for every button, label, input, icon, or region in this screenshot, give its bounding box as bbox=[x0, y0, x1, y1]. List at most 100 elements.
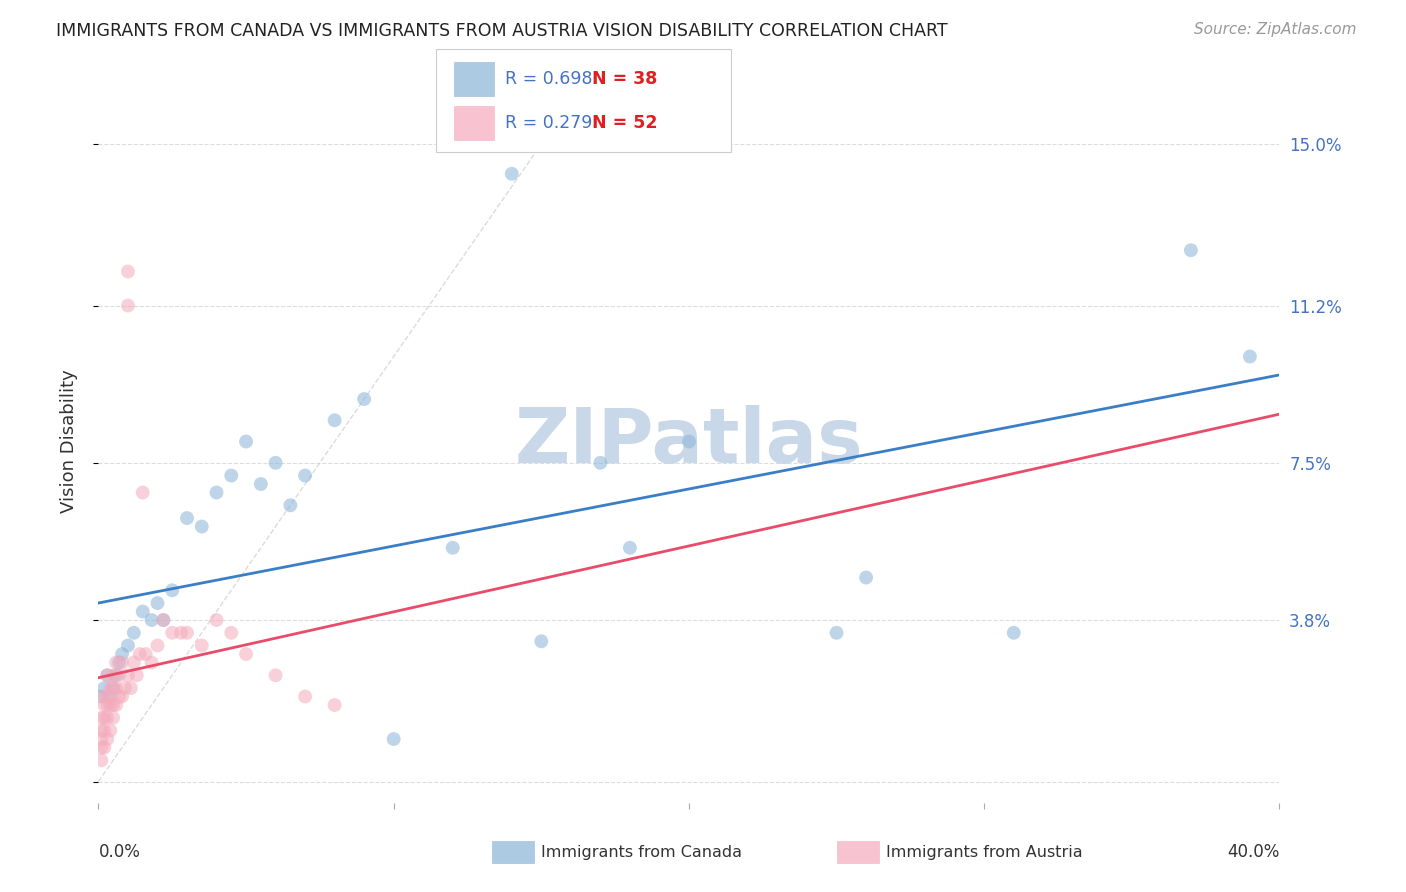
Point bbox=[501, 167, 523, 181]
Point bbox=[146, 639, 169, 653]
Point bbox=[162, 583, 183, 598]
Point bbox=[678, 434, 700, 449]
Point bbox=[96, 668, 118, 682]
Point bbox=[122, 625, 145, 640]
Point bbox=[98, 690, 121, 704]
Point bbox=[96, 698, 118, 712]
Point bbox=[117, 639, 139, 653]
Text: Immigrants from Austria: Immigrants from Austria bbox=[886, 845, 1083, 860]
Point bbox=[103, 711, 125, 725]
Point bbox=[323, 698, 346, 712]
Point bbox=[114, 681, 136, 695]
Point bbox=[93, 690, 115, 704]
Point bbox=[264, 668, 287, 682]
Point bbox=[191, 519, 214, 533]
Point bbox=[120, 681, 142, 695]
Point bbox=[191, 639, 214, 653]
Point bbox=[1239, 350, 1261, 364]
Text: R = 0.279: R = 0.279 bbox=[505, 114, 592, 132]
Point bbox=[235, 434, 257, 449]
Point bbox=[146, 596, 169, 610]
Point bbox=[96, 668, 118, 682]
Point bbox=[90, 711, 112, 725]
Text: Immigrants from Canada: Immigrants from Canada bbox=[541, 845, 742, 860]
Point bbox=[98, 681, 121, 695]
Point bbox=[105, 698, 128, 712]
Point bbox=[108, 690, 131, 704]
Point bbox=[125, 668, 148, 682]
Point bbox=[205, 613, 228, 627]
Point bbox=[382, 732, 405, 747]
Point bbox=[117, 668, 139, 682]
Point bbox=[176, 625, 198, 640]
Text: ZIPatlas: ZIPatlas bbox=[515, 405, 863, 478]
Point bbox=[111, 647, 134, 661]
Point bbox=[103, 681, 125, 695]
Point bbox=[141, 613, 163, 627]
Point bbox=[93, 740, 115, 755]
Point bbox=[93, 698, 115, 712]
Text: N = 52: N = 52 bbox=[592, 114, 658, 132]
Point bbox=[176, 511, 198, 525]
Point bbox=[619, 541, 641, 555]
Point bbox=[235, 647, 257, 661]
Point bbox=[98, 698, 121, 712]
Point bbox=[353, 392, 375, 406]
Point bbox=[128, 647, 150, 661]
Point bbox=[323, 413, 346, 427]
Point bbox=[152, 613, 174, 627]
Point bbox=[221, 468, 243, 483]
Point bbox=[96, 711, 118, 725]
Point bbox=[117, 299, 139, 313]
Point bbox=[103, 681, 125, 695]
Point bbox=[103, 668, 125, 682]
Point bbox=[132, 485, 155, 500]
Text: R = 0.698: R = 0.698 bbox=[505, 70, 592, 87]
Point bbox=[93, 711, 115, 725]
Point bbox=[111, 690, 134, 704]
Point bbox=[280, 498, 302, 512]
Point bbox=[205, 485, 228, 500]
Point bbox=[530, 634, 553, 648]
Point bbox=[111, 656, 134, 670]
Point bbox=[152, 613, 174, 627]
Point bbox=[825, 625, 848, 640]
Point bbox=[135, 647, 157, 661]
Point bbox=[162, 625, 183, 640]
Text: Source: ZipAtlas.com: Source: ZipAtlas.com bbox=[1194, 22, 1357, 37]
Point bbox=[93, 681, 115, 695]
Point bbox=[1002, 625, 1025, 640]
Point bbox=[108, 668, 131, 682]
Point bbox=[90, 690, 112, 704]
Point bbox=[90, 740, 112, 755]
Point bbox=[90, 723, 112, 738]
Point bbox=[122, 656, 145, 670]
Point bbox=[96, 732, 118, 747]
Point bbox=[294, 690, 316, 704]
Point bbox=[589, 456, 612, 470]
Point bbox=[250, 477, 273, 491]
Text: 40.0%: 40.0% bbox=[1227, 843, 1279, 861]
Point bbox=[132, 605, 155, 619]
Point bbox=[105, 656, 128, 670]
Point bbox=[108, 656, 131, 670]
Point bbox=[103, 698, 125, 712]
Point bbox=[141, 656, 163, 670]
Point bbox=[441, 541, 464, 555]
Point bbox=[294, 468, 316, 483]
Text: IMMIGRANTS FROM CANADA VS IMMIGRANTS FROM AUSTRIA VISION DISABILITY CORRELATION : IMMIGRANTS FROM CANADA VS IMMIGRANTS FRO… bbox=[56, 22, 948, 40]
Text: N = 38: N = 38 bbox=[592, 70, 657, 87]
Point bbox=[117, 264, 139, 278]
Point bbox=[98, 723, 121, 738]
Point bbox=[90, 732, 112, 747]
Point bbox=[855, 570, 877, 584]
Y-axis label: Vision Disability: Vision Disability bbox=[59, 369, 77, 514]
Point bbox=[170, 625, 193, 640]
Point bbox=[264, 456, 287, 470]
Point bbox=[1180, 244, 1202, 258]
Point bbox=[221, 625, 243, 640]
Point bbox=[93, 723, 115, 738]
Point bbox=[90, 753, 112, 767]
Point bbox=[96, 690, 118, 704]
Point bbox=[105, 681, 128, 695]
